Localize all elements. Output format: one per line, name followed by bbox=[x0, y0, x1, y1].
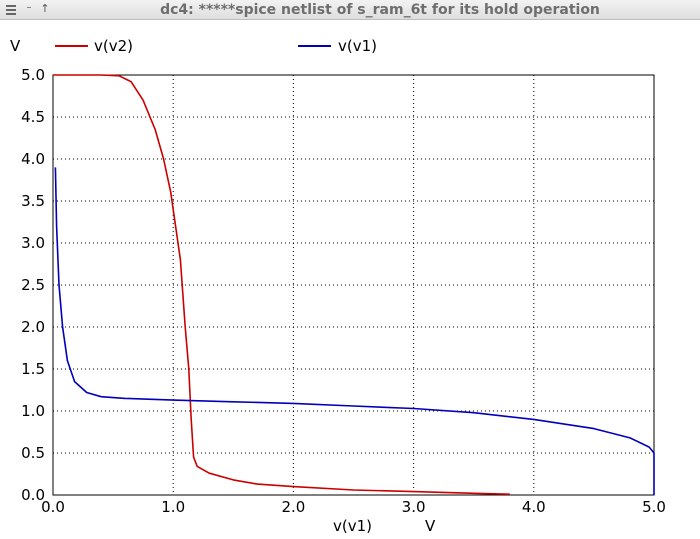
y-tick-labels: 0.0 0.5 1.0 1.5 2.0 2.5 3.0 3.5 4.0 4.5 5.0 bbox=[21, 66, 45, 504]
plot-grid bbox=[53, 75, 654, 495]
legend-label-v1: v(v1) bbox=[338, 37, 377, 55]
x-tick-label: 2.0 bbox=[281, 498, 305, 516]
menu-icon[interactable] bbox=[4, 2, 18, 16]
y-tick-label: 3.0 bbox=[21, 234, 45, 252]
x-axis-label: v(v1) bbox=[333, 517, 372, 535]
y-tick-label: 1.0 bbox=[21, 402, 45, 420]
minimize-icon[interactable]: – bbox=[26, 2, 32, 13]
up-arrow-icon[interactable]: ↑ bbox=[40, 2, 50, 15]
series-line-vv2 bbox=[53, 74, 510, 495]
x-tick-label: 0.0 bbox=[41, 498, 65, 516]
y-tick-label: 4.5 bbox=[21, 108, 45, 126]
x-tick-label: 3.0 bbox=[402, 498, 426, 516]
y-tick-label: 0.0 bbox=[21, 486, 45, 504]
x-tick-label: 5.0 bbox=[642, 498, 666, 516]
x-tick-label: 4.0 bbox=[522, 498, 546, 516]
y-tick-label: 5.0 bbox=[21, 66, 45, 84]
y-tick-label: 3.5 bbox=[21, 192, 45, 210]
y-tick-label: 4.0 bbox=[21, 150, 45, 168]
plot-frame bbox=[52, 74, 655, 496]
series-curves bbox=[53, 74, 655, 495]
x-tick-label: 1.0 bbox=[161, 498, 185, 516]
window-title: dc4: *****spice netlist of s_ram_6t for … bbox=[160, 2, 600, 18]
y-axis-unit: V bbox=[10, 37, 21, 55]
y-tick-label: 0.5 bbox=[21, 444, 45, 462]
window-titlebar: – ↑ dc4: *****spice netlist of s_ram_6t … bbox=[0, 0, 700, 20]
x-tick-labels: 0.0 1.0 2.0 3.0 4.0 5.0 bbox=[41, 498, 666, 516]
y-tick-label: 2.0 bbox=[21, 318, 45, 336]
series-line-vv1 bbox=[54, 167, 655, 495]
y-tick-label: 1.5 bbox=[21, 360, 45, 378]
y-tick-label: 2.5 bbox=[21, 276, 45, 294]
x-axis-unit: V bbox=[425, 517, 436, 535]
legend: v(v2) v(v1) bbox=[55, 37, 377, 55]
legend-label-v2: v(v2) bbox=[94, 37, 133, 55]
